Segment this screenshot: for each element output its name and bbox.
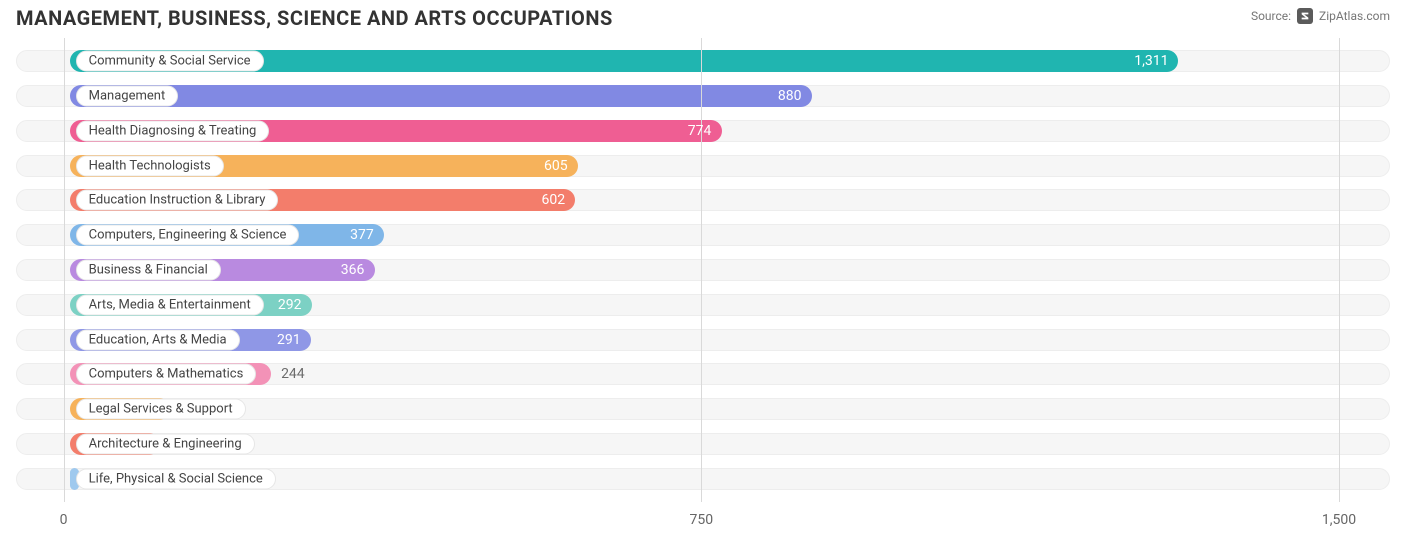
chart-header: MANAGEMENT, BUSINESS, SCIENCE AND ARTS O… (0, 0, 1406, 38)
bar-category-label: Education, Arts & Media (76, 329, 240, 350)
bar-category-label: Arts, Media & Entertainment (76, 294, 264, 315)
bar-category-label: Management (76, 86, 179, 107)
source-logo-icon (1297, 8, 1313, 24)
bar-category-label: Life, Physical & Social Science (76, 468, 276, 489)
chart-title: MANAGEMENT, BUSINESS, SCIENCE AND ARTS O… (16, 6, 613, 30)
plot-region: Community & Social Service 1,311 Managemen… (16, 38, 1390, 502)
gridline (64, 38, 65, 502)
bar-row: Legal Services & Support126 (16, 395, 1390, 423)
bar-row: Health Technologists 605 (16, 152, 1390, 180)
source-prefix: Source: (1251, 9, 1291, 23)
bar-value-label: 605 (544, 158, 568, 174)
bar-row: Arts, Media & Entertainment 292 (16, 291, 1390, 319)
bar-row: Business & Financial 366 (16, 256, 1390, 284)
x-axis-tick-label: 1,500 (1322, 512, 1356, 528)
bar-row: Architecture & Engineering115 (16, 430, 1390, 458)
bar-category-label: Community & Social Service (76, 51, 264, 72)
bar-category-label: Computers & Mathematics (76, 364, 257, 385)
bar-value-label: 774 (688, 123, 712, 139)
gridline (1339, 38, 1340, 502)
bars-container: Community & Social Service 1,311 Managemen… (16, 38, 1390, 502)
bar-category-label: Business & Financial (76, 259, 221, 280)
bar-value-label: 292 (278, 297, 302, 313)
bar-value-label: 880 (778, 88, 802, 104)
source-attribution: Source: ZipAtlas.com (1251, 6, 1390, 24)
bar-value-label: 366 (341, 262, 365, 278)
bar-row: Computers, Engineering & Science 377 (16, 221, 1390, 249)
bar-row: Life, Physical & Social Science18 (16, 465, 1390, 493)
bar-row: Health Diagnosing & Treating 774 (16, 117, 1390, 145)
x-axis-tick-label: 750 (689, 512, 713, 528)
bar-value-label: 291 (277, 332, 301, 348)
bar-category-label: Education Instruction & Library (76, 190, 279, 211)
bar-value-label: 1,311 (1134, 53, 1168, 69)
bar-row: Community & Social Service 1,311 (16, 47, 1390, 75)
bar-category-label: Computers, Engineering & Science (76, 225, 300, 246)
source-name: ZipAtlas.com (1319, 9, 1390, 23)
bar-category-label: Architecture & Engineering (76, 433, 255, 454)
x-axis-tick-label: 0 (60, 512, 68, 528)
bar-value-label: 244 (281, 366, 305, 382)
bar-category-label: Health Technologists (76, 155, 224, 176)
bar-row: Education Instruction & Library 602 (16, 186, 1390, 214)
bar-category-label: Legal Services & Support (76, 399, 246, 420)
bar-value-label: 602 (541, 192, 565, 208)
gridline (701, 38, 702, 502)
bar-row: Computers & Mathematics 244 (16, 360, 1390, 388)
bar-row: Management 880 (16, 82, 1390, 110)
bar-row: Education, Arts & Media 291 (16, 326, 1390, 354)
chart-area: Community & Social Service 1,311 Managemen… (16, 38, 1390, 538)
bar-value-label: 377 (350, 227, 374, 243)
bar-category-label: Health Diagnosing & Treating (76, 120, 270, 141)
